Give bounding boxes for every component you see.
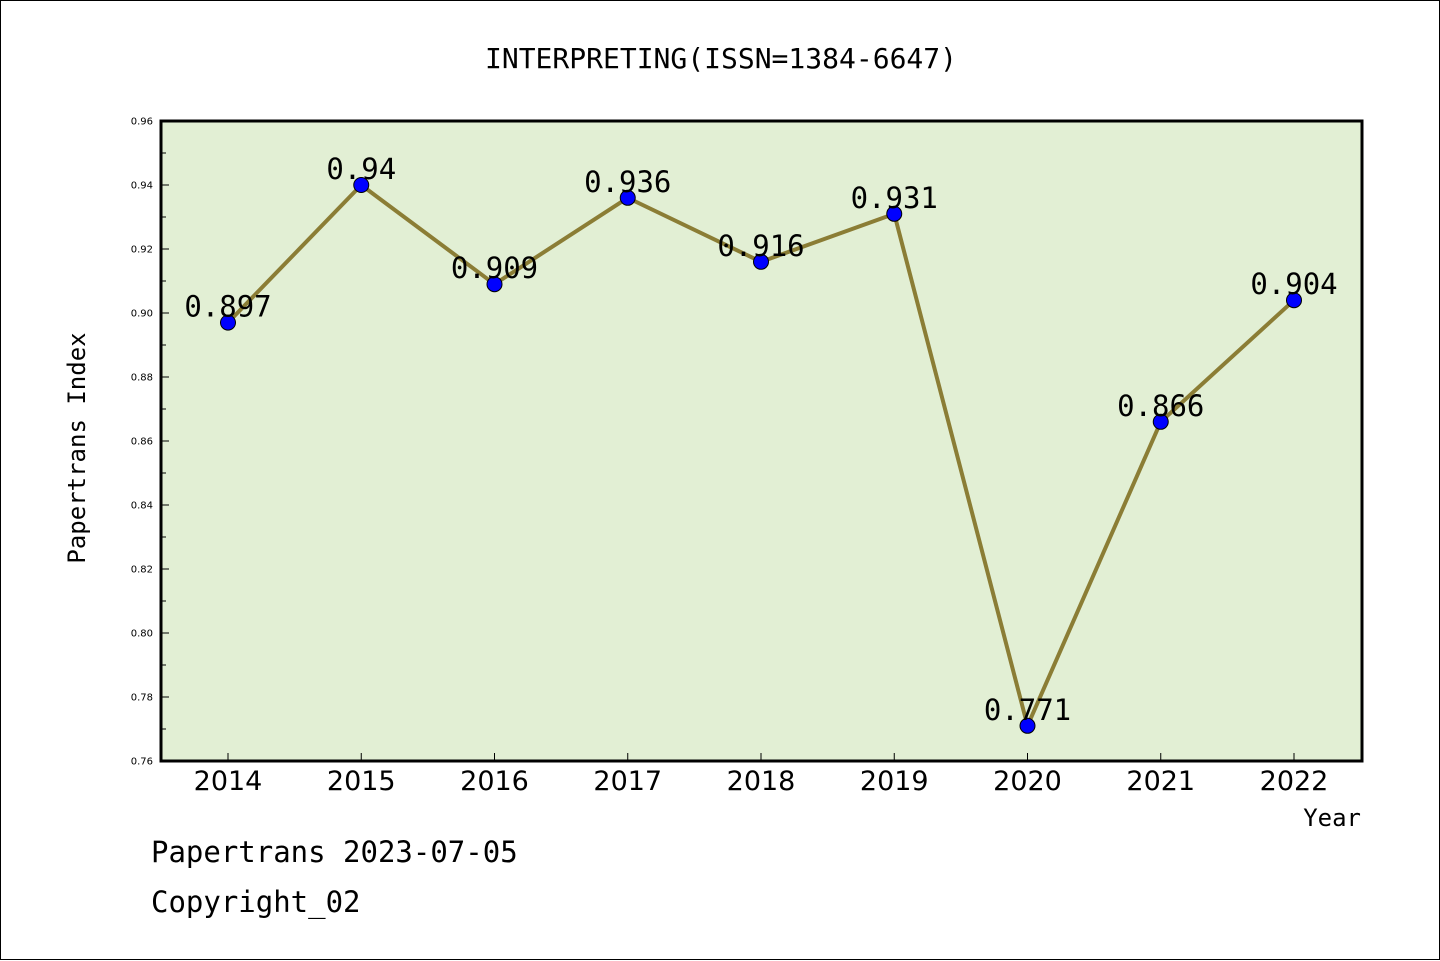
y-tick-label: 0.94 [131,181,153,192]
x-tick-label: 2016 [460,766,529,797]
x-tick-label: 2018 [727,766,796,797]
data-label: 0.771 [984,693,1071,727]
data-label: 0.909 [451,251,538,285]
data-point [619,189,636,206]
chart-title: INTERPRETING(ISSN=1384-6647) [485,42,957,75]
y-tick-label: 0.82 [131,565,153,576]
y-axis-label: Papertrans Index [63,332,91,563]
footer-date: Papertrans 2023-07-05 [151,835,518,869]
data-point [353,177,370,193]
y-tick-label: 0.76 [131,757,153,768]
y-axis: 0.76 0.78 0.80 0.82 0.84 0.86 0.88 0.90 0.92 0.94… [131,117,169,768]
x-axis: 2014 2015 2016 2017 2018 2019 2020 2021 2022 [194,753,1329,797]
data-point [753,253,769,270]
data-label: 0.866 [1117,389,1204,423]
y-tick-label: 0.88 [131,373,153,384]
y-tick-label: 0.78 [131,693,153,704]
footer-copyright: Copyright_02 [151,885,361,919]
data-point [1286,292,1302,309]
data-label: 0.916 [717,229,804,263]
data-point [1152,413,1169,430]
series-group: 0.897 0.94 0.909 0.936 0.916 0.931 0.771 0.866 0… [184,152,1338,734]
y-tick-label: 0.96 [131,117,153,128]
y-tick-label: 0.86 [131,437,153,448]
data-point [220,314,236,331]
data-point [486,276,503,293]
y-tick-label: 0.84 [131,501,153,512]
x-tick-label: 2019 [860,766,929,797]
x-axis-label: Year [1303,804,1361,832]
data-label: 0.904 [1250,267,1337,301]
data-label: 0.94 [326,152,396,186]
x-tick-label: 2017 [593,766,662,797]
x-tick-label: 2020 [993,766,1062,797]
data-point [1019,717,1036,734]
x-tick-label: 2022 [1260,766,1329,797]
x-tick-label: 2015 [327,766,396,797]
y-tick-label: 0.92 [131,245,153,256]
plot-area [159,119,1364,763]
data-label: 0.936 [584,165,671,199]
data-label: 0.897 [184,290,271,324]
x-tick-label: 2014 [194,766,263,797]
data-label: 0.931 [851,181,938,215]
data-point [886,205,903,222]
x-tick-label: 2021 [1126,766,1195,797]
y-tick-label: 0.90 [131,309,153,320]
y-tick-label: 0.80 [131,629,153,640]
